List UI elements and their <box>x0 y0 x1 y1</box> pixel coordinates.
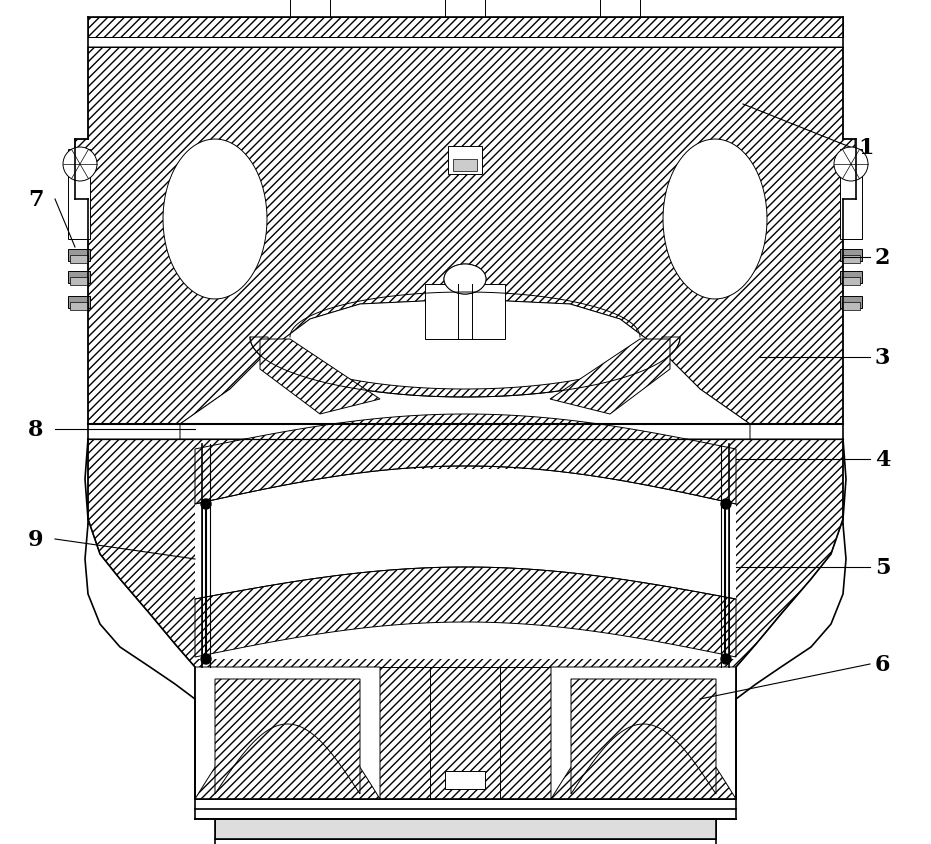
Circle shape <box>721 654 731 664</box>
Bar <box>70 256 88 263</box>
Text: 8: 8 <box>28 419 44 441</box>
Bar <box>205 469 726 599</box>
Polygon shape <box>551 668 736 799</box>
Bar <box>68 272 90 284</box>
Bar <box>68 150 90 240</box>
Bar <box>68 250 90 262</box>
Text: 9: 9 <box>28 528 44 550</box>
Text: 1: 1 <box>858 137 873 159</box>
Bar <box>448 147 482 175</box>
Polygon shape <box>75 48 855 425</box>
Text: 5: 5 <box>875 556 890 578</box>
Bar <box>600 0 640 18</box>
Text: 4: 4 <box>875 448 890 470</box>
Bar <box>195 505 736 659</box>
Bar <box>842 256 860 263</box>
Text: 6: 6 <box>875 653 890 675</box>
Bar <box>425 284 505 339</box>
Bar <box>842 303 860 311</box>
Bar <box>445 0 485 18</box>
Bar <box>840 272 862 284</box>
Circle shape <box>721 500 731 510</box>
Polygon shape <box>195 668 380 799</box>
Polygon shape <box>571 679 716 794</box>
Polygon shape <box>550 339 670 414</box>
Polygon shape <box>195 567 736 657</box>
Ellipse shape <box>444 265 486 295</box>
Text: 3: 3 <box>875 347 890 369</box>
Circle shape <box>201 654 211 664</box>
Ellipse shape <box>444 265 486 295</box>
Bar <box>840 296 862 309</box>
Polygon shape <box>180 300 750 440</box>
Circle shape <box>201 500 211 510</box>
Bar <box>842 278 860 285</box>
Polygon shape <box>195 668 736 799</box>
Bar <box>70 278 88 285</box>
Polygon shape <box>260 339 380 414</box>
Polygon shape <box>250 338 680 398</box>
Polygon shape <box>215 679 360 794</box>
Bar <box>840 250 862 262</box>
Text: 2: 2 <box>875 246 890 268</box>
Polygon shape <box>88 18 843 38</box>
Polygon shape <box>195 414 736 505</box>
Polygon shape <box>163 140 267 300</box>
Circle shape <box>834 148 868 181</box>
Bar <box>445 771 485 789</box>
Bar <box>290 0 330 18</box>
Polygon shape <box>430 668 500 799</box>
Polygon shape <box>88 440 843 799</box>
Circle shape <box>63 148 97 181</box>
Bar <box>453 160 477 172</box>
Polygon shape <box>215 819 716 839</box>
Polygon shape <box>663 140 767 300</box>
Bar <box>840 150 862 240</box>
Bar <box>68 296 90 309</box>
Text: 7: 7 <box>28 189 44 211</box>
Bar <box>70 303 88 311</box>
